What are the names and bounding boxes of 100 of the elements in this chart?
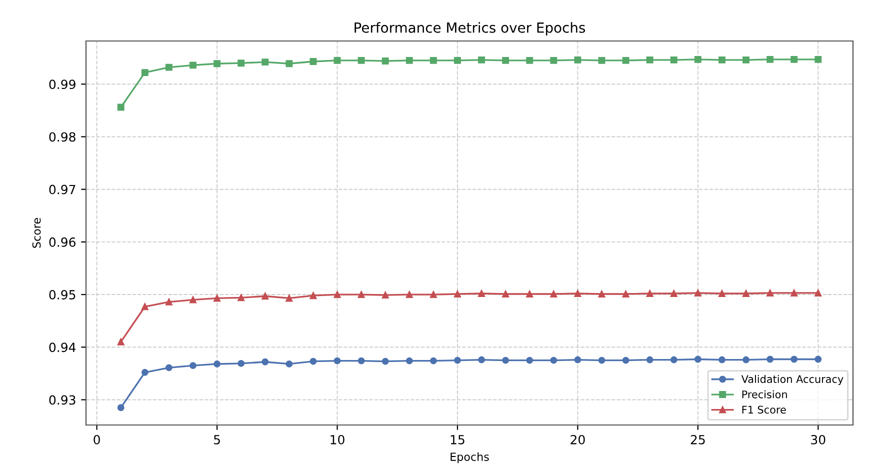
point bbox=[694, 56, 702, 63]
x-tick-label: 25 bbox=[690, 434, 705, 444]
point bbox=[622, 290, 630, 298]
point bbox=[670, 356, 678, 364]
point bbox=[622, 356, 630, 364]
point bbox=[742, 290, 750, 297]
point bbox=[358, 291, 365, 298]
point bbox=[334, 291, 341, 298]
point bbox=[430, 56, 437, 64]
point bbox=[262, 58, 269, 66]
point bbox=[646, 290, 654, 297]
point bbox=[430, 291, 437, 298]
point bbox=[646, 56, 654, 64]
point bbox=[165, 298, 172, 306]
point bbox=[430, 357, 437, 364]
point bbox=[790, 56, 798, 63]
point bbox=[550, 356, 558, 364]
point bbox=[718, 356, 726, 364]
point bbox=[574, 290, 582, 297]
point bbox=[742, 56, 750, 64]
point bbox=[286, 294, 293, 302]
point bbox=[526, 356, 534, 364]
point bbox=[286, 60, 293, 68]
point bbox=[598, 56, 606, 64]
point bbox=[190, 62, 196, 69]
point bbox=[238, 360, 245, 367]
point bbox=[574, 56, 582, 64]
point bbox=[790, 289, 798, 296]
point bbox=[670, 290, 678, 297]
x-tick-label: 20 bbox=[570, 434, 585, 444]
point bbox=[165, 64, 172, 71]
x-tick-label: 30 bbox=[811, 434, 826, 444]
point bbox=[598, 290, 606, 298]
point bbox=[550, 290, 558, 298]
legend-label: Validation Accuracy bbox=[741, 374, 844, 386]
point bbox=[382, 58, 389, 64]
point bbox=[214, 60, 221, 68]
point bbox=[502, 56, 510, 64]
y-tick-label: 0.93 bbox=[49, 395, 76, 405]
point bbox=[286, 360, 293, 368]
point bbox=[454, 290, 461, 298]
point bbox=[766, 56, 774, 63]
point bbox=[718, 290, 726, 297]
point bbox=[310, 358, 317, 365]
x-tick-label: 10 bbox=[330, 434, 344, 444]
point bbox=[694, 289, 702, 296]
point bbox=[117, 404, 124, 412]
point bbox=[790, 356, 798, 363]
y-tick-label: 0.98 bbox=[49, 132, 76, 142]
point bbox=[478, 290, 485, 297]
point bbox=[478, 56, 485, 64]
point bbox=[406, 357, 413, 364]
point bbox=[141, 303, 148, 310]
point bbox=[742, 356, 750, 364]
y-tick-label: 0.99 bbox=[49, 80, 76, 90]
point bbox=[141, 69, 148, 76]
point bbox=[117, 104, 124, 111]
point bbox=[766, 356, 774, 363]
x-axis-title: Epochs bbox=[450, 452, 489, 464]
point bbox=[622, 56, 630, 64]
point bbox=[670, 56, 678, 64]
point bbox=[766, 289, 774, 296]
point bbox=[165, 364, 172, 372]
point bbox=[238, 60, 245, 67]
point bbox=[190, 362, 196, 370]
point bbox=[502, 290, 510, 298]
point bbox=[262, 292, 269, 300]
chart-title: Performance Metrics over Epochs bbox=[354, 22, 586, 36]
point bbox=[238, 294, 245, 302]
y-tick-label: 0.95 bbox=[49, 290, 76, 300]
point bbox=[454, 356, 461, 364]
point bbox=[550, 56, 558, 64]
point bbox=[334, 357, 341, 364]
x-tick-label: 0 bbox=[94, 434, 100, 444]
point bbox=[214, 360, 221, 368]
point bbox=[334, 56, 341, 64]
point bbox=[694, 356, 702, 363]
point bbox=[382, 292, 389, 299]
point bbox=[718, 56, 726, 64]
point bbox=[598, 356, 606, 364]
point bbox=[454, 56, 461, 64]
point bbox=[646, 356, 654, 364]
point bbox=[382, 358, 389, 365]
point bbox=[814, 56, 822, 63]
point bbox=[117, 338, 124, 346]
point bbox=[502, 356, 510, 364]
point bbox=[526, 56, 534, 64]
point bbox=[478, 356, 485, 364]
point bbox=[262, 358, 269, 366]
point bbox=[814, 356, 822, 363]
x-tick-label: 5 bbox=[214, 435, 220, 444]
legend-label: Precision bbox=[742, 390, 787, 398]
x-tick-label: 15 bbox=[450, 435, 464, 444]
y-tick-label: 0.97 bbox=[49, 184, 76, 194]
point bbox=[358, 56, 365, 64]
point bbox=[310, 292, 317, 300]
legend-label: F1 Score bbox=[742, 406, 786, 414]
point bbox=[406, 56, 413, 64]
point bbox=[310, 58, 317, 65]
y-tick-label: 0.96 bbox=[49, 237, 76, 247]
